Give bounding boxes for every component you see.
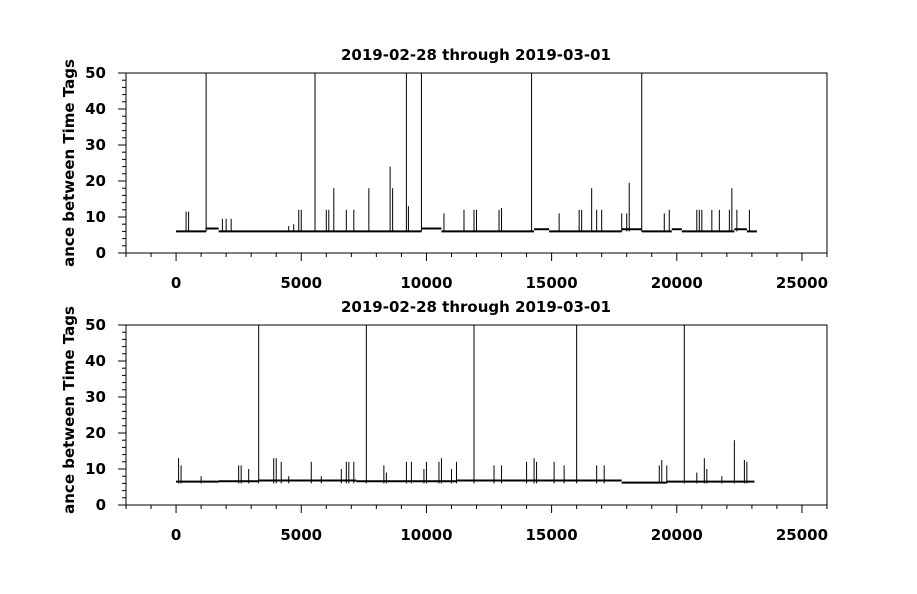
y-tick-label: 50 [85, 316, 106, 334]
series-layer [176, 325, 755, 484]
x-tick-label: 20000 [651, 526, 703, 544]
y-tick-label: 0 [96, 244, 106, 262]
x-tick-label: 5000 [280, 526, 322, 544]
plot-frame [125, 72, 828, 254]
y-tick-label: 10 [85, 208, 106, 226]
x-tick-label: 0 [171, 526, 181, 544]
series-layer [176, 73, 757, 233]
x-tick-label: 25000 [776, 526, 828, 544]
y-tick-label: 40 [85, 352, 106, 370]
y-axis-label: ance between Time Tags [60, 59, 78, 267]
plot-title: 2019-02-28 through 2019-03-01 [341, 46, 611, 64]
x-tick-label: 10000 [400, 274, 452, 292]
tick-layer: 0 5000 10000 15000 20000 25000 0 10 20 30 40 50 [85, 316, 828, 544]
plot-top: 2019-02-28 through 2019-03-01 ance betwe… [60, 46, 828, 292]
x-tick-label: 15000 [526, 274, 578, 292]
x-tick-label: 0 [171, 274, 181, 292]
x-tick-label: 25000 [776, 274, 828, 292]
y-tick-label: 20 [85, 172, 106, 190]
x-tick-label: 15000 [526, 526, 578, 544]
plot-frame [125, 324, 828, 506]
y-tick-label: 20 [85, 424, 106, 442]
x-tick-label: 20000 [651, 274, 703, 292]
y-axis-label: ance between Time Tags [60, 306, 78, 514]
tick-layer: 0 5000 10000 15000 20000 25000 0 10 20 30 40 50 [85, 64, 828, 292]
y-tick-label: 40 [85, 100, 106, 118]
x-tick-label: 5000 [280, 274, 322, 292]
y-tick-label: 50 [85, 64, 106, 82]
x-tick-label: 10000 [400, 526, 452, 544]
y-tick-label: 30 [85, 136, 106, 154]
y-tick-label: 0 [96, 496, 106, 514]
plot-bottom: 2019-02-28 through 2019-03-01 ance betwe… [60, 298, 828, 544]
y-tick-label: 30 [85, 388, 106, 406]
plot-title: 2019-02-28 through 2019-03-01 [341, 298, 611, 316]
y-tick-label: 10 [85, 460, 106, 478]
